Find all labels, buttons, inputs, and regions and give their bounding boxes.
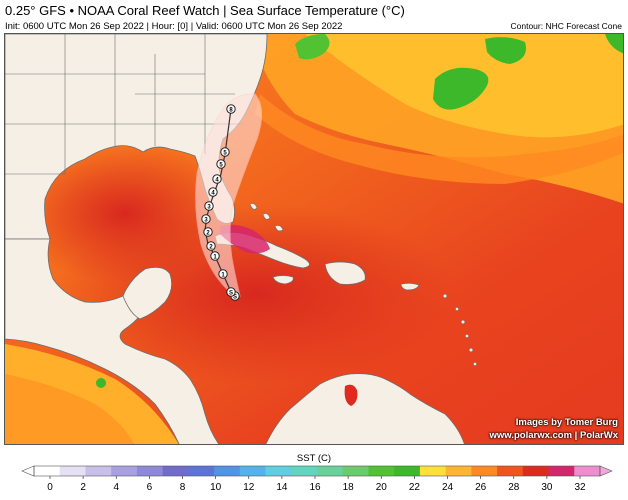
land-mexico: [5, 238, 220, 444]
track-point-marker: [226, 104, 236, 114]
gulf-warm-pool: [15, 144, 235, 284]
track-point-label: 2: [206, 230, 210, 236]
watermark-author: Images by Tomer Burg: [515, 417, 618, 428]
colorbar-swatch: [239, 466, 267, 476]
colorbar-tick-label: 8: [180, 482, 186, 493]
track-point-marker: [226, 287, 236, 297]
track-point-label: S: [233, 294, 237, 300]
colorbar-swatch: [162, 466, 189, 476]
colorbar-swatch: [548, 466, 575, 476]
contour-note: Contour: NHC Forecast Cone: [510, 21, 623, 31]
colorbar-tick-label: 24: [442, 482, 454, 493]
colorbar-swatch: [85, 466, 112, 476]
colorbar-tick-label: 26: [475, 482, 487, 493]
track-point-label: 4: [215, 177, 219, 183]
init-valid-line: Init: 0600 UTC Mon 26 Sep 2022 | Hour: […: [5, 21, 343, 32]
colorbar-swatch: [188, 466, 215, 476]
land-bahamas: [249, 203, 284, 232]
colorbar-tick-label: 20: [376, 482, 388, 493]
track-point-marker: [220, 147, 230, 157]
track-point-marker: [203, 227, 213, 237]
colorbar-tick-label: 32: [574, 482, 586, 493]
colorbar-swatch: [34, 466, 61, 476]
track-point-marker: [216, 159, 226, 169]
chart-title: 0.25° GFS • NOAA Coral Reef Watch | Sea …: [5, 3, 405, 18]
colorbar-tick-label: 2: [80, 482, 86, 493]
colorbar-min-cap: [21, 465, 35, 477]
cool-water-ne-3: [605, 34, 623, 54]
colorbar-tick-label: 12: [243, 482, 255, 493]
track-point-label: S: [229, 290, 233, 296]
track-point-label: 8: [229, 107, 233, 113]
track-point-label: 5: [219, 162, 223, 168]
colorbar-tick-label: 16: [309, 482, 321, 493]
track-point-marker: [210, 251, 220, 261]
pacific-ocean-inner: [5, 374, 134, 444]
colorbar-swatch: [291, 466, 318, 476]
track-point-marker: [204, 201, 214, 211]
land-hispaniola: [324, 261, 366, 285]
colorbar-tick-label: 18: [343, 482, 355, 493]
track-point-label: 1: [221, 272, 225, 278]
colorbar-tick-label: 22: [409, 482, 421, 493]
colorbar-tick-label: 0: [47, 482, 53, 493]
watermark-site: www.polarwx.com | PolarWx: [489, 430, 618, 441]
track-point-marker: [201, 214, 211, 224]
track-point-label: 2: [209, 244, 213, 250]
colorbar-swatch: [368, 466, 395, 476]
colorbar-swatch: [265, 466, 292, 476]
colorbar-swatch: [394, 466, 421, 476]
track-point-marker: [206, 241, 216, 251]
colorbar-swatch: [342, 466, 369, 476]
land-jamaica: [272, 275, 294, 285]
cool-water-ne-2: [485, 37, 526, 64]
colorbar-tick-label: 6: [147, 482, 153, 493]
colorbar-max-cap: [599, 465, 613, 477]
cool-water-ne: [433, 67, 489, 110]
colorbar-swatch: [317, 466, 344, 476]
colorbar-tick-label: 14: [276, 482, 288, 493]
colorbar-swatch: [445, 466, 472, 476]
state-borders: [5, 34, 245, 175]
track-point-label: 3: [207, 204, 211, 210]
colorbar-swatch: [522, 466, 550, 476]
colorbar-swatch: [471, 466, 498, 476]
maracaibo-lake: [344, 384, 358, 406]
colorbar-swatch: [136, 466, 164, 476]
cool-water-coast: [295, 34, 330, 60]
colorbar-outline: [33, 465, 601, 477]
track-point-marker: [212, 174, 222, 184]
land-lesser-antilles: [442, 293, 477, 366]
land-yucatan: [122, 266, 173, 320]
track-point-label: 4: [211, 190, 215, 196]
colorbar-swatch: [574, 466, 601, 476]
colorbar-swatch: [59, 466, 86, 476]
track-point-marker: [208, 187, 218, 197]
track-point-label: 3: [204, 217, 208, 223]
land-puerto-rico: [400, 282, 420, 291]
colorbar-tick-label: 4: [113, 482, 119, 493]
track-point-label: 1: [213, 254, 217, 260]
land-south-america: [265, 373, 465, 444]
colorbar-swatch: [214, 466, 241, 476]
colorbar: 0 2 4 6 8 10 12 14 16 18 20 22 24 26 28 30 32: [21, 465, 613, 493]
gulf-stream-warm-band: [255, 94, 623, 184]
colorbar-tick-label: 10: [210, 482, 222, 493]
colorbar-swatch: [419, 466, 447, 476]
colorbar-title: SST (C): [296, 453, 332, 464]
track-point-label: 5: [223, 150, 227, 156]
colorbar-swatch: [497, 466, 524, 476]
colorbar-swatch: [111, 466, 138, 476]
colorbar-tick-label: 28: [508, 482, 520, 493]
pacific-cool-spot: [96, 378, 106, 388]
colorbar-tick-label: 30: [541, 482, 553, 493]
hot-spot-cuba: [220, 224, 270, 254]
track-point-marker: [218, 269, 228, 279]
